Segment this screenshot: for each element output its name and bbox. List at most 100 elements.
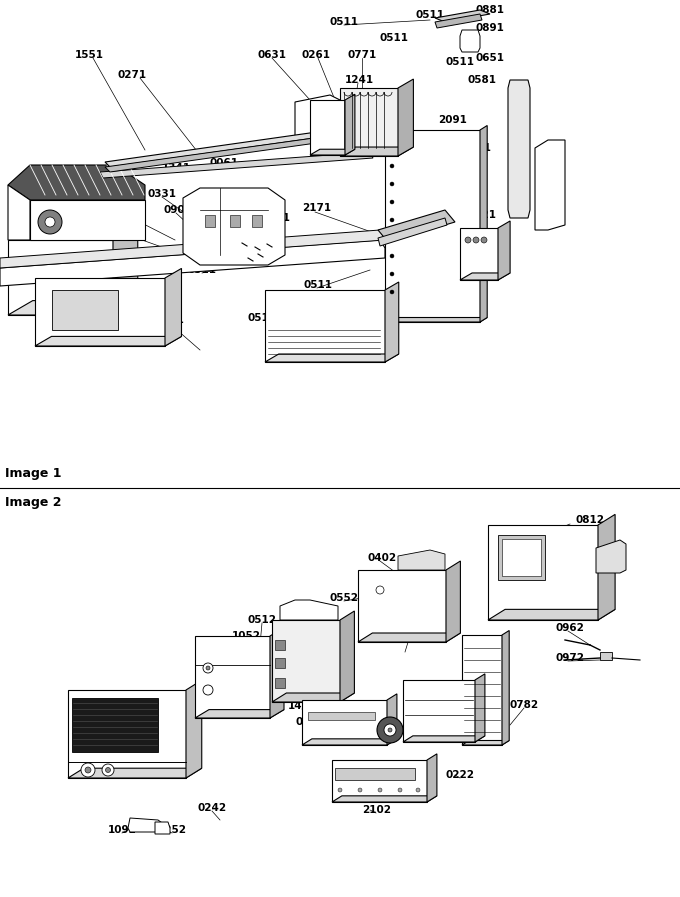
Circle shape	[376, 586, 384, 594]
Circle shape	[390, 146, 394, 150]
Polygon shape	[335, 768, 415, 780]
Circle shape	[390, 272, 394, 276]
Text: 0972: 0972	[555, 653, 584, 663]
Polygon shape	[480, 126, 487, 322]
Circle shape	[390, 290, 394, 294]
Circle shape	[388, 728, 392, 732]
Polygon shape	[113, 226, 138, 315]
Polygon shape	[385, 130, 480, 322]
Text: 2171: 2171	[302, 203, 331, 213]
Text: 1052: 1052	[395, 631, 424, 641]
Text: Image 2: Image 2	[5, 496, 61, 509]
Circle shape	[390, 218, 394, 222]
Text: 0511: 0511	[430, 195, 459, 205]
Polygon shape	[128, 818, 165, 832]
Text: 0331: 0331	[262, 213, 291, 223]
Text: 0051: 0051	[58, 277, 87, 287]
Circle shape	[390, 182, 394, 186]
Text: 0511: 0511	[303, 280, 332, 290]
Text: 0232: 0232	[386, 791, 415, 801]
Polygon shape	[205, 215, 215, 227]
Polygon shape	[310, 100, 345, 155]
Polygon shape	[105, 133, 352, 172]
Text: 2102: 2102	[362, 805, 391, 815]
Polygon shape	[8, 165, 145, 200]
Text: 0581: 0581	[468, 75, 497, 85]
Text: 0261: 0261	[302, 50, 331, 60]
Polygon shape	[598, 514, 615, 620]
Polygon shape	[72, 698, 158, 752]
Polygon shape	[52, 290, 118, 330]
Polygon shape	[398, 79, 413, 156]
Polygon shape	[358, 570, 446, 642]
Circle shape	[390, 254, 394, 258]
Polygon shape	[340, 88, 398, 156]
Polygon shape	[265, 354, 398, 362]
Polygon shape	[378, 218, 447, 246]
Circle shape	[378, 788, 382, 792]
Polygon shape	[183, 188, 285, 265]
Polygon shape	[340, 147, 413, 156]
Text: 1052: 1052	[232, 631, 261, 641]
Polygon shape	[280, 600, 338, 620]
Text: 1551: 1551	[75, 50, 104, 60]
Polygon shape	[378, 210, 455, 242]
Text: 0771: 0771	[348, 50, 377, 60]
Circle shape	[358, 788, 362, 792]
Polygon shape	[385, 282, 398, 362]
Polygon shape	[488, 609, 615, 620]
Text: 0901: 0901	[155, 315, 184, 325]
Text: 1341: 1341	[162, 163, 191, 173]
Polygon shape	[302, 739, 397, 745]
Text: 0881: 0881	[476, 5, 505, 15]
Polygon shape	[345, 94, 355, 155]
Text: 1092: 1092	[108, 825, 137, 835]
Text: 0782: 0782	[510, 700, 539, 710]
Polygon shape	[275, 658, 285, 668]
Text: 0722: 0722	[565, 563, 594, 573]
Text: 4701: 4701	[404, 255, 433, 265]
Text: 2081: 2081	[148, 295, 177, 305]
Text: 0511: 0511	[68, 293, 97, 303]
Polygon shape	[427, 753, 437, 802]
Polygon shape	[302, 700, 387, 745]
Polygon shape	[535, 140, 565, 230]
Circle shape	[390, 164, 394, 168]
Text: 1402: 1402	[288, 701, 317, 711]
Polygon shape	[105, 128, 350, 167]
Text: 0662: 0662	[402, 773, 431, 783]
Circle shape	[377, 717, 403, 743]
Polygon shape	[387, 694, 397, 745]
Circle shape	[45, 217, 55, 227]
Circle shape	[390, 236, 394, 240]
Text: 0511: 0511	[380, 33, 409, 43]
Text: 0252: 0252	[295, 717, 324, 727]
Polygon shape	[502, 539, 541, 576]
Polygon shape	[385, 318, 487, 322]
Text: 0631: 0631	[258, 50, 287, 60]
Polygon shape	[275, 640, 285, 650]
Circle shape	[81, 763, 95, 777]
Polygon shape	[165, 268, 182, 346]
Polygon shape	[8, 185, 30, 240]
Polygon shape	[310, 149, 355, 155]
Text: 0901: 0901	[163, 205, 192, 215]
Polygon shape	[195, 636, 270, 718]
Text: 2511: 2511	[462, 143, 491, 153]
Circle shape	[416, 788, 420, 792]
Text: 0511: 0511	[305, 125, 334, 135]
Circle shape	[102, 764, 114, 776]
Text: 0242: 0242	[198, 803, 227, 813]
Polygon shape	[498, 221, 510, 280]
Circle shape	[390, 200, 394, 204]
Text: 0732: 0732	[218, 647, 247, 657]
Circle shape	[85, 767, 91, 773]
Circle shape	[105, 768, 110, 772]
Circle shape	[398, 788, 402, 792]
Polygon shape	[195, 710, 284, 718]
Polygon shape	[186, 680, 202, 778]
Text: 0402: 0402	[368, 553, 397, 563]
Polygon shape	[403, 680, 475, 742]
Text: 1241: 1241	[345, 75, 374, 85]
Polygon shape	[68, 690, 186, 778]
